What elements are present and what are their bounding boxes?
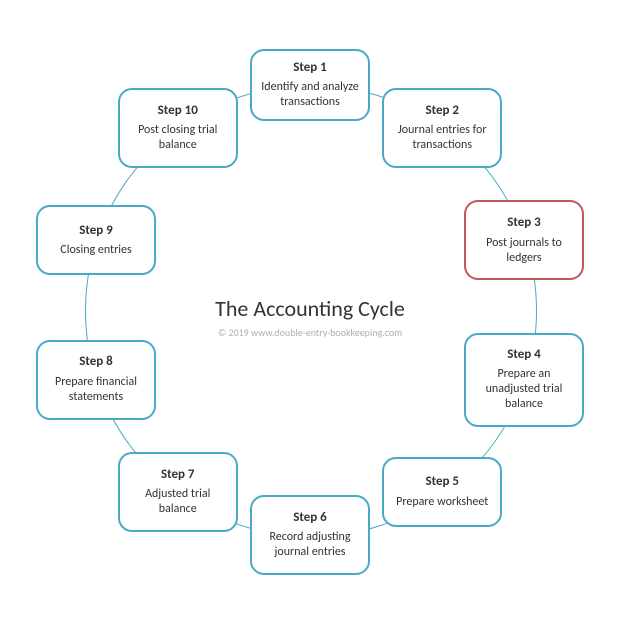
diagram-subtitle: © 2019 www.double-entry-bookkeeping.com	[160, 326, 460, 339]
center-title-block: The Accounting Cycle © 2019 www.double-e…	[160, 295, 460, 339]
node-desc-label: Post closing trial balance	[128, 123, 228, 153]
node-desc-label: Prepare financial statements	[46, 375, 146, 405]
cycle-node-step-2: Step 2 Journal entries for transactions	[382, 88, 502, 168]
cycle-node-step-7: Step 7 Adjusted trial balance	[118, 452, 238, 532]
node-step-label: Step 7	[161, 467, 195, 483]
node-desc-label: Closing entries	[60, 243, 131, 258]
node-desc-label: Post journals to ledgers	[474, 236, 574, 266]
node-step-label: Step 1	[293, 60, 327, 76]
node-step-label: Step 2	[425, 103, 459, 119]
cycle-node-step-10: Step 10 Post closing trial balance	[118, 88, 238, 168]
node-desc-label: Adjusted trial balance	[128, 487, 228, 517]
accounting-cycle-diagram: The Accounting Cycle © 2019 www.double-e…	[0, 0, 620, 620]
node-step-label: Step 10	[158, 103, 198, 119]
node-step-label: Step 6	[293, 510, 327, 526]
diagram-title: The Accounting Cycle	[160, 295, 460, 322]
cycle-node-step-9: Step 9 Closing entries	[36, 205, 156, 275]
node-desc-label: Prepare worksheet	[396, 495, 488, 510]
node-step-label: Step 4	[507, 347, 541, 363]
cycle-node-step-6: Step 6 Record adjusting journal entries	[250, 495, 370, 575]
node-desc-label: Journal entries for transactions	[392, 123, 492, 153]
node-step-label: Step 9	[79, 223, 113, 239]
node-desc-label: Prepare an unadjusted trial balance	[474, 367, 574, 412]
node-step-label: Step 5	[425, 474, 459, 490]
node-desc-label: Record adjusting journal entries	[260, 530, 360, 560]
cycle-node-step-8: Step 8 Prepare financial statements	[36, 340, 156, 420]
cycle-node-step-3: Step 3 Post journals to ledgers	[464, 200, 584, 280]
node-desc-label: Identify and analyze transactions	[260, 80, 360, 110]
cycle-node-step-4: Step 4 Prepare an unadjusted trial balanc…	[464, 333, 584, 427]
cycle-node-step-5: Step 5 Prepare worksheet	[382, 457, 502, 527]
cycle-node-step-1: Step 1 Identify and analyze transactions	[250, 49, 370, 121]
node-step-label: Step 8	[79, 354, 113, 370]
node-step-label: Step 3	[507, 215, 541, 231]
